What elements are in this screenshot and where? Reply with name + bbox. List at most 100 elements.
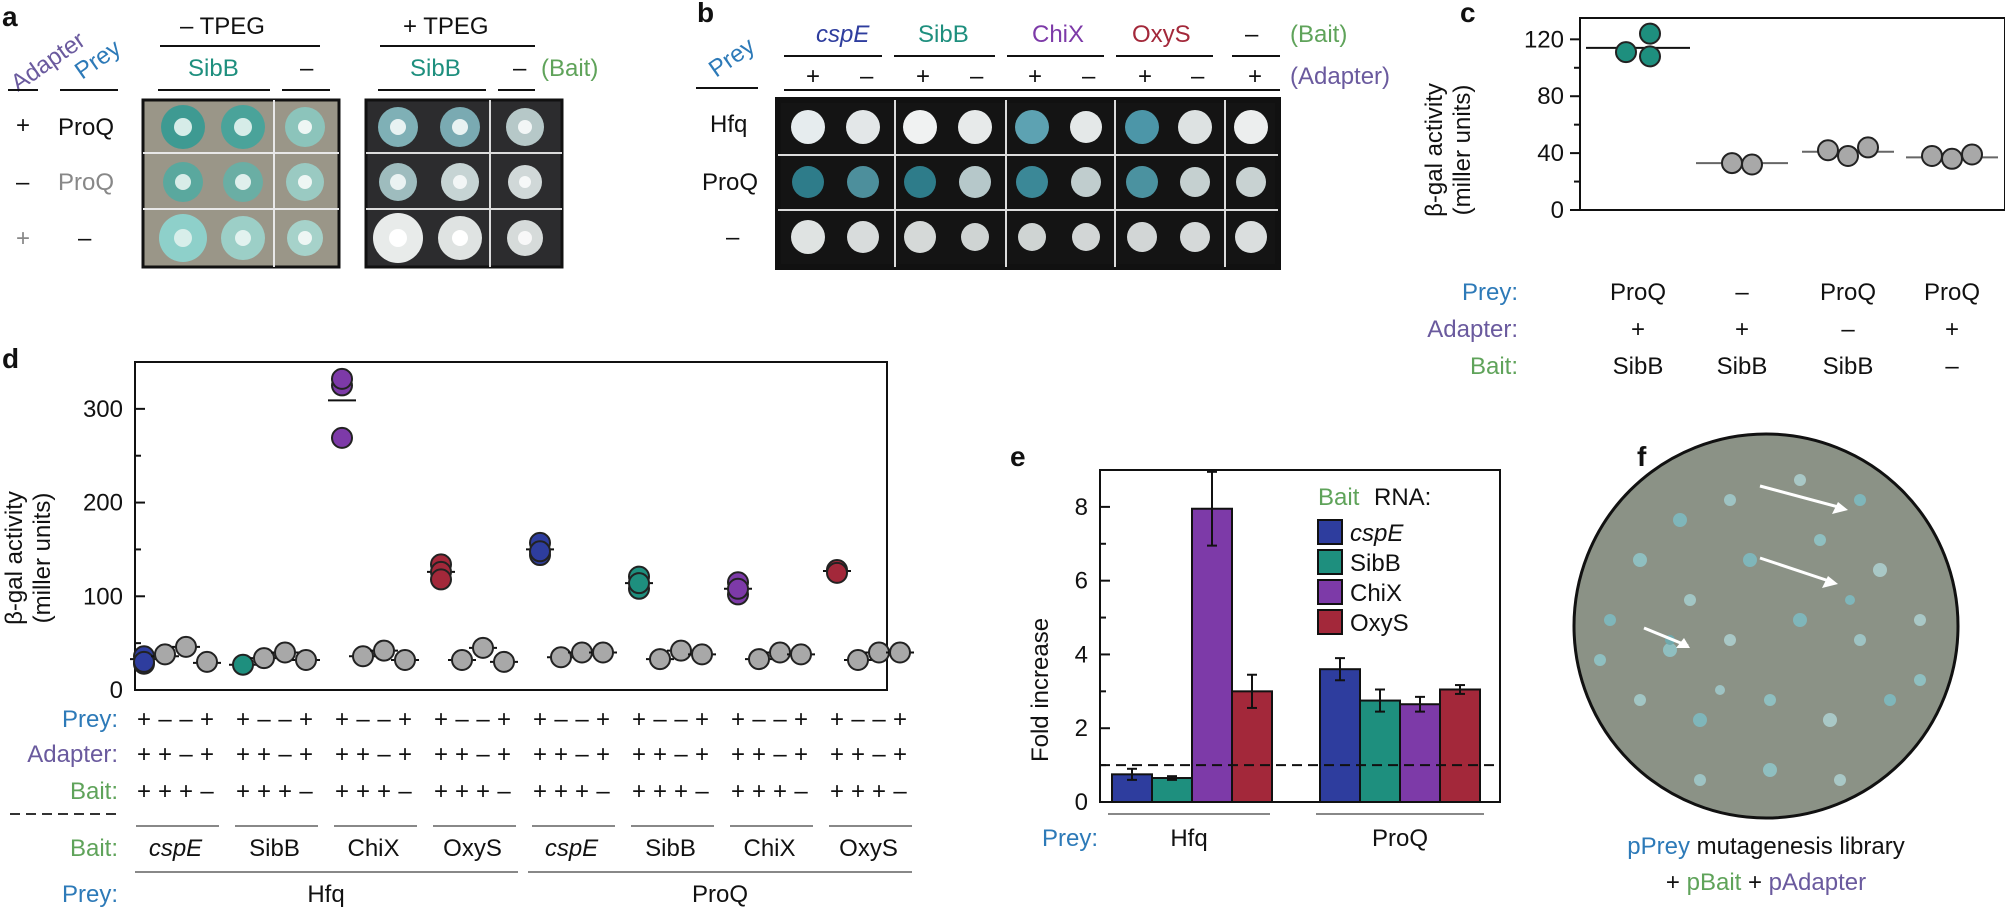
d-bait-label: SibB [249,835,300,862]
d-data-point [592,641,614,664]
d-data-point [451,649,473,672]
d-bait-label: cspE [149,835,203,862]
d-cond-sign: + [773,778,787,805]
d-cond-sign: + [236,778,250,805]
c-ylabel-2: (miller units) [1449,85,1476,216]
d-cond-sign: + [554,778,568,805]
e-legend-label: ChiX [1350,580,1402,607]
d-cond-sign: + [596,706,610,733]
c-data-point [1721,152,1743,175]
e-ytick-label: 2 [1075,715,1088,742]
c-data-point [1921,144,1943,167]
d-ticks: 0 100 200 300 [83,396,145,704]
d-cond-sign: + [596,741,610,768]
d-cond-sign: + [851,741,865,768]
c-ticks: 0 40 80 120 [1524,26,1580,224]
d-bait-labels: cspE SibB ChiX OxyS cspE SibB ChiX OxyS [136,825,912,862]
d-bait-row-label: Bait: [70,835,118,862]
c-data-point [1961,143,1983,166]
panel-label-c: c [1460,0,1476,28]
d-ytick-label: 100 [83,583,123,610]
d-cond-sign: + [632,778,646,805]
e-bar [1439,688,1481,803]
b-prey-header: Prey [704,32,760,82]
d-marks [130,367,914,676]
d-cond-sign: – [674,706,688,733]
a-plate-minus-tpeg [141,98,341,269]
d-data-point [175,635,197,658]
d-cond-sign: + [653,741,667,768]
d-cond-sign: + [455,741,469,768]
d-cond-sign: – [377,741,391,768]
d-cond-sign: + [632,741,646,768]
d-cond-sign: + [674,778,688,805]
d-cond-sign: + [257,778,271,805]
a-plate-plus-tpeg [364,98,564,269]
d-cond-sign: + [398,741,412,768]
panel-label-a: a [2,1,18,32]
d-cond-sign: – [872,741,886,768]
c-ytick-label: 0 [1551,197,1564,224]
e-x-row-label: Prey: [1042,825,1098,852]
e-ytick-label: 4 [1075,641,1088,668]
d-data-point [727,577,749,600]
d-data-point [529,540,551,563]
d-data-point [691,643,713,666]
d-cond-sign: + [893,706,907,733]
d-cond-sign: + [299,706,313,733]
d-data-point [628,572,650,595]
e-bar [1151,777,1193,803]
d-data-point [493,650,515,673]
d-cond-sign: – [575,741,589,768]
e-category-label: ProQ [1372,825,1428,852]
panel-a: a Adapter Prey + ProQ – ProQ + – – TPEG … [2,1,598,269]
d-cond-sign: + [851,778,865,805]
f-caption-line2: + pBait + pAdapter [1666,869,1866,896]
e-ytick-label: 0 [1075,789,1088,816]
a-row2-prey: ProQ [58,169,114,196]
e-legend-swatch [1317,579,1343,605]
b-adapter-sign-6: – [1082,63,1096,90]
d-cond-sign: + [158,778,172,805]
d-cond-sign: – [752,706,766,733]
d-data-point [352,645,374,668]
d-cond-sign: + [278,778,292,805]
panel-c: c β-gal activity (miller units) 0 40 80 120… [1421,0,2005,380]
d-cond-sign: – [158,706,172,733]
a-bait-sibb-2: SibB [410,55,461,82]
e-marks [1100,470,1500,804]
d-cond-sign: + [158,741,172,768]
d-cond-sign: – [200,778,214,805]
e-legend-swatch [1317,609,1343,635]
d-cond-sign: + [731,741,745,768]
e-ytick-label: 6 [1075,568,1088,595]
b-adapter-sign-3: + [916,63,930,90]
panel-label-e: e [1010,441,1026,472]
d-data-point [196,650,218,673]
d-cond-sign: + [476,778,490,805]
e-bar [1231,690,1273,803]
d-cond-sign: – [179,741,193,768]
d-row-prey-label: Prey: [62,706,118,733]
d-cond-sign: + [872,778,886,805]
a-row1-prey: ProQ [58,114,114,141]
d-data-point [274,641,296,664]
d-cond-sign: + [434,706,448,733]
a-bait-none-2: – [513,55,527,82]
c-ytick-label: 80 [1537,83,1564,110]
d-cond-sign: + [533,778,547,805]
d-cond-sign: – [773,706,787,733]
b-bait-sibb: SibB [918,21,969,48]
d-data-point [331,426,353,449]
c-plot-frame [1579,17,2005,211]
d-cond-sign: + [752,741,766,768]
d-data-point [550,646,572,669]
f-caption-pbait: pBait [1687,869,1742,896]
e-category-labels: Hfq ProQ [1170,825,1428,852]
b-adapter-sign-5: + [1028,63,1042,90]
e-legend-label: SibB [1350,550,1401,577]
d-data-point [331,367,353,390]
e-bar [1191,507,1233,803]
d-plot-frame [134,361,888,691]
